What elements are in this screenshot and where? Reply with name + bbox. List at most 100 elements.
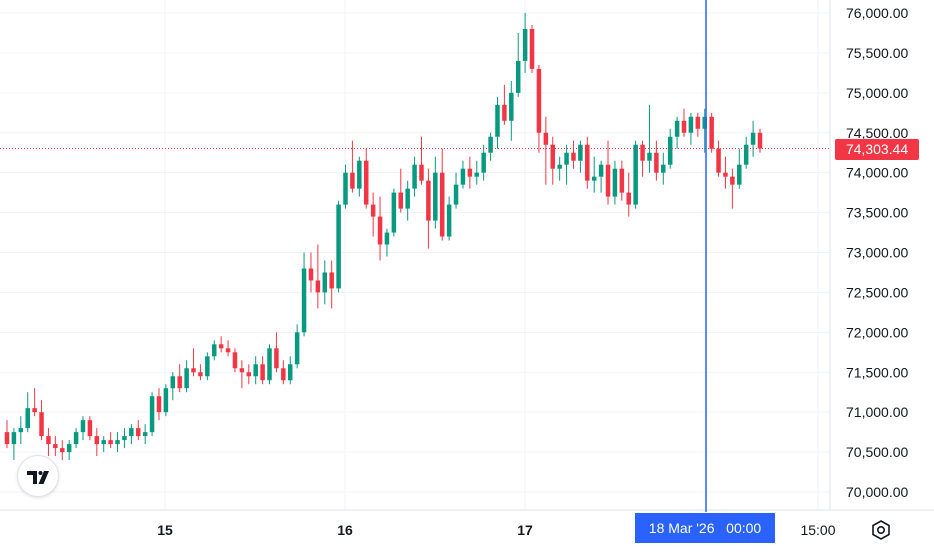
candle-body xyxy=(750,132,756,145)
candle-body xyxy=(474,172,480,177)
y-tick-label: 75,000.00 xyxy=(846,85,908,101)
candle xyxy=(640,140,645,177)
candle-body xyxy=(571,152,576,161)
candle-body xyxy=(509,92,514,121)
candle-body xyxy=(239,368,245,373)
candle xyxy=(529,24,535,73)
candle-body xyxy=(460,168,466,185)
candle xyxy=(661,152,666,185)
candle-body xyxy=(647,152,652,161)
candle-body xyxy=(439,172,445,237)
candle-body xyxy=(301,268,307,333)
candle xyxy=(246,364,252,385)
candle-body xyxy=(467,168,473,177)
candle xyxy=(156,388,162,421)
y-tick-label: 71,000.00 xyxy=(846,404,908,420)
candle-body xyxy=(370,204,376,217)
candle xyxy=(453,172,459,209)
candle xyxy=(184,360,189,393)
candle xyxy=(94,428,100,457)
candle-body xyxy=(405,188,410,209)
candle-body xyxy=(453,184,459,205)
candle-body xyxy=(66,444,72,453)
candle-body xyxy=(667,136,673,165)
candle xyxy=(391,188,397,237)
candle xyxy=(377,196,383,261)
candle xyxy=(322,260,328,305)
crosshair-time-badge: 18 Mar '26 00:00 xyxy=(635,513,775,543)
candle-body xyxy=(515,60,521,93)
candle-body xyxy=(488,136,493,153)
candle xyxy=(32,388,37,417)
candle-body xyxy=(384,232,390,245)
y-axis-ticks: 76,000.00 75,500.00 75,000.00 74,500.00 74,0… xyxy=(846,5,908,500)
candle-body xyxy=(225,348,231,353)
candle xyxy=(211,340,217,361)
candle-body xyxy=(564,152,569,165)
candle-body xyxy=(336,204,341,289)
candle xyxy=(446,196,452,241)
candle xyxy=(294,324,300,369)
candle xyxy=(198,364,203,381)
tradingview-logo-icon[interactable] xyxy=(17,455,59,497)
candle xyxy=(730,168,735,209)
y-tick-label: 72,000.00 xyxy=(846,324,908,340)
candle-body xyxy=(115,440,120,445)
candle xyxy=(170,372,176,401)
y-tick-label: 76,000.00 xyxy=(846,5,908,21)
candle-body xyxy=(46,436,51,445)
candle xyxy=(743,136,749,169)
candle-body xyxy=(536,68,542,133)
candle-body xyxy=(578,144,583,161)
settings-icon[interactable] xyxy=(869,518,893,542)
candle-body xyxy=(343,172,348,205)
candle xyxy=(343,164,348,209)
candle-body xyxy=(605,164,611,197)
candle xyxy=(315,244,321,309)
candle xyxy=(66,440,72,461)
candle xyxy=(591,156,597,193)
candle xyxy=(308,252,314,293)
candle-body xyxy=(170,376,176,389)
candle xyxy=(101,436,106,453)
candle xyxy=(370,192,376,237)
candle-body xyxy=(108,440,113,445)
candle xyxy=(647,104,652,173)
candle-body xyxy=(94,436,100,445)
candle xyxy=(53,436,58,457)
candle-body xyxy=(446,204,452,237)
candle-body xyxy=(363,160,369,205)
candle xyxy=(481,144,486,181)
candles xyxy=(4,13,763,461)
candle xyxy=(681,108,687,137)
candle xyxy=(633,140,638,209)
candle-body xyxy=(426,180,431,221)
candle xyxy=(439,148,445,241)
candle-body xyxy=(681,120,687,133)
candle-body xyxy=(87,420,93,437)
candle xyxy=(218,336,224,353)
candle-body xyxy=(211,344,217,357)
candle-body xyxy=(329,272,334,289)
candle-body xyxy=(322,272,328,293)
candle xyxy=(384,228,390,257)
candle xyxy=(515,32,521,97)
candle xyxy=(702,108,707,153)
candle-body xyxy=(654,152,659,173)
x-axis-ticks: 15 16 17 15:00 xyxy=(157,522,836,538)
candle-body xyxy=(260,364,265,381)
candle xyxy=(398,168,404,213)
candle-body xyxy=(198,372,203,377)
candle xyxy=(585,136,590,189)
candle-body xyxy=(743,144,749,165)
candle xyxy=(571,140,576,169)
candle-body xyxy=(149,396,155,433)
candle-body xyxy=(585,144,590,181)
candle xyxy=(433,156,438,229)
candle xyxy=(163,384,169,417)
candle-body xyxy=(101,440,106,445)
candle xyxy=(750,120,756,157)
candle xyxy=(177,364,182,393)
candle xyxy=(149,392,155,437)
